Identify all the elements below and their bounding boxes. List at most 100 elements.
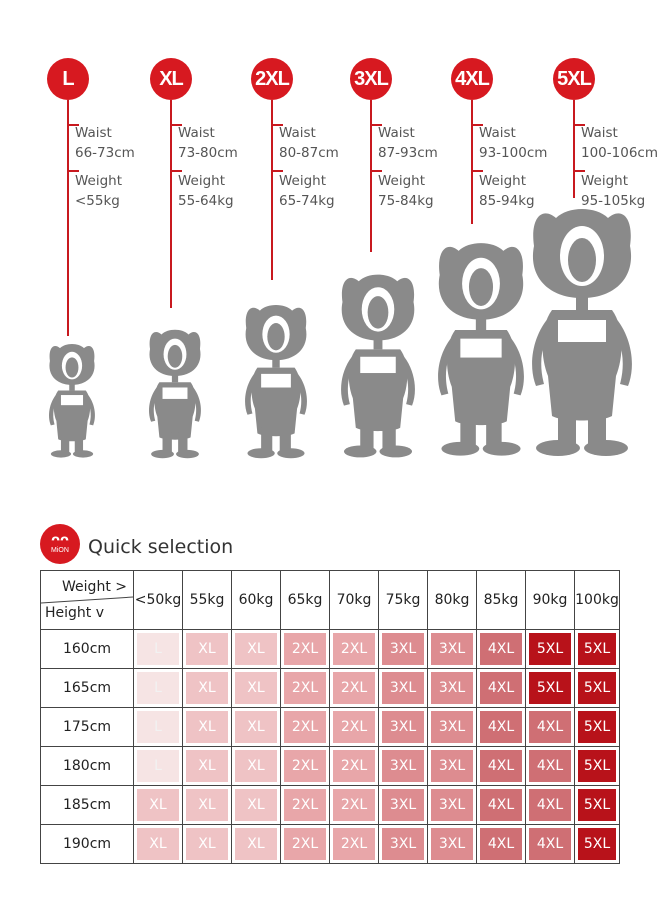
size-cell: XL [182, 629, 232, 669]
table-header-row: Weight > Height v <50kg 55kg 60kg 65kg 7… [40, 570, 620, 630]
figure-l [49, 343, 95, 458]
weight-value: 75-84kg [378, 193, 434, 209]
size-cell: 4XL [476, 629, 526, 669]
size-cell-value: XL [235, 789, 277, 821]
weight-label: Weight [479, 173, 527, 189]
size-cell: XL [182, 668, 232, 708]
size-cell: 4XL [476, 746, 526, 786]
size-tick [370, 124, 382, 126]
size-cell-value: 3XL [431, 789, 473, 821]
size-cell-value: 2XL [333, 672, 375, 704]
table-row: 160cm L XL XL 2XL 2XL 3XL 3XL 4XL 5XL 5XL [40, 629, 620, 669]
size-cell: 4XL [476, 707, 526, 747]
section-title: Quick selection [88, 536, 234, 558]
height-header: 165cm [40, 668, 134, 708]
size-figures [49, 209, 632, 459]
size-cell: 5XL [574, 707, 620, 747]
waist-value: 66-73cm [75, 145, 135, 161]
weight-value: <55kg [75, 193, 120, 209]
size-cell: 2XL [280, 629, 330, 669]
size-cell-value: XL [186, 672, 228, 704]
size-cell-value: 2XL [284, 789, 326, 821]
size-cell-value: 2XL [333, 828, 375, 860]
size-cell: 2XL [329, 629, 379, 669]
size-cell: 3XL [427, 668, 477, 708]
size-cell-value: 4XL [480, 828, 522, 860]
size-cell-value: XL [186, 750, 228, 782]
size-cell-value: 5XL [578, 750, 616, 782]
waist-value: 100-106cm [581, 145, 658, 161]
size-badge: 4XL [451, 58, 493, 100]
weight-value: 85-94kg [479, 193, 535, 209]
size-badge: L [47, 58, 89, 100]
size-cell-value: 3XL [382, 828, 424, 860]
weight-header: <50kg [133, 570, 183, 630]
size-line [271, 100, 273, 280]
size-cell: XL [182, 707, 232, 747]
size-cell-value: L [137, 711, 179, 743]
size-cell-value: 2XL [333, 633, 375, 665]
figure-4xl [438, 243, 524, 456]
weight-header: 90kg [525, 570, 575, 630]
size-cell: 3XL [427, 824, 477, 864]
size-tick [471, 124, 483, 126]
size-cell-value: 5XL [578, 828, 616, 860]
size-cell-value: XL [235, 711, 277, 743]
size-cell-value: 3XL [382, 711, 424, 743]
figure-5xl [532, 209, 632, 456]
size-cell: 4XL [525, 824, 575, 864]
size-cell: 2XL [329, 824, 379, 864]
corner-diagonal [41, 596, 133, 604]
weight-label: Weight [279, 173, 327, 189]
size-cell: 3XL [378, 707, 428, 747]
size-cell: XL [231, 668, 281, 708]
waist-label: Waist [581, 125, 618, 141]
size-cell: XL [133, 824, 183, 864]
size-cell: L [133, 668, 183, 708]
weight-value: 95-105kg [581, 193, 646, 209]
size-cell-value: L [137, 633, 179, 665]
weight-header: 80kg [427, 570, 477, 630]
size-cell: 3XL [378, 668, 428, 708]
size-cell: XL [182, 746, 232, 786]
weight-header: 75kg [378, 570, 428, 630]
weight-value: 55-64kg [178, 193, 234, 209]
size-line [471, 100, 473, 224]
size-cell-value: 4XL [480, 750, 522, 782]
size-cell-value: XL [186, 789, 228, 821]
size-cell: 2XL [280, 746, 330, 786]
weight-axis-label: Weight > [62, 579, 127, 595]
size-cell: 3XL [378, 629, 428, 669]
waist-value: 73-80cm [178, 145, 238, 161]
size-cell-value: L [137, 750, 179, 782]
size-cell-value: 3XL [431, 828, 473, 860]
weight-value: 65-74kg [279, 193, 335, 209]
size-cell-value: 3XL [382, 750, 424, 782]
waist-value: 80-87cm [279, 145, 339, 161]
height-header: 180cm [40, 746, 134, 786]
weight-header: 65kg [280, 570, 330, 630]
size-cell-value: 4XL [480, 711, 522, 743]
weight-header: 70kg [329, 570, 379, 630]
size-cell: 3XL [427, 746, 477, 786]
size-cell-value: XL [235, 750, 277, 782]
size-cell-value: 5XL [578, 672, 616, 704]
size-tick [573, 124, 585, 126]
size-cell: XL [231, 707, 281, 747]
size-cell: 4XL [476, 785, 526, 825]
table-row: 190cm XL XL XL 2XL 2XL 3XL 3XL 4XL 4XL 5XL [40, 824, 620, 864]
size-cell: 5XL [574, 629, 620, 669]
weight-label: Weight [378, 173, 426, 189]
size-cell-value: 2XL [284, 750, 326, 782]
size-cell-value: 5XL [578, 711, 616, 743]
size-cell: 5XL [574, 746, 620, 786]
height-header: 160cm [40, 629, 134, 669]
size-cell: 4XL [476, 824, 526, 864]
size-cell-value: 4XL [529, 789, 571, 821]
size-cell: 5XL [574, 785, 620, 825]
table-row: 165cm L XL XL 2XL 2XL 3XL 3XL 4XL 5XL 5XL [40, 668, 620, 708]
size-cell: XL [182, 785, 232, 825]
size-cell: 4XL [476, 668, 526, 708]
size-tick [471, 170, 483, 172]
size-cell-value: 3XL [431, 711, 473, 743]
